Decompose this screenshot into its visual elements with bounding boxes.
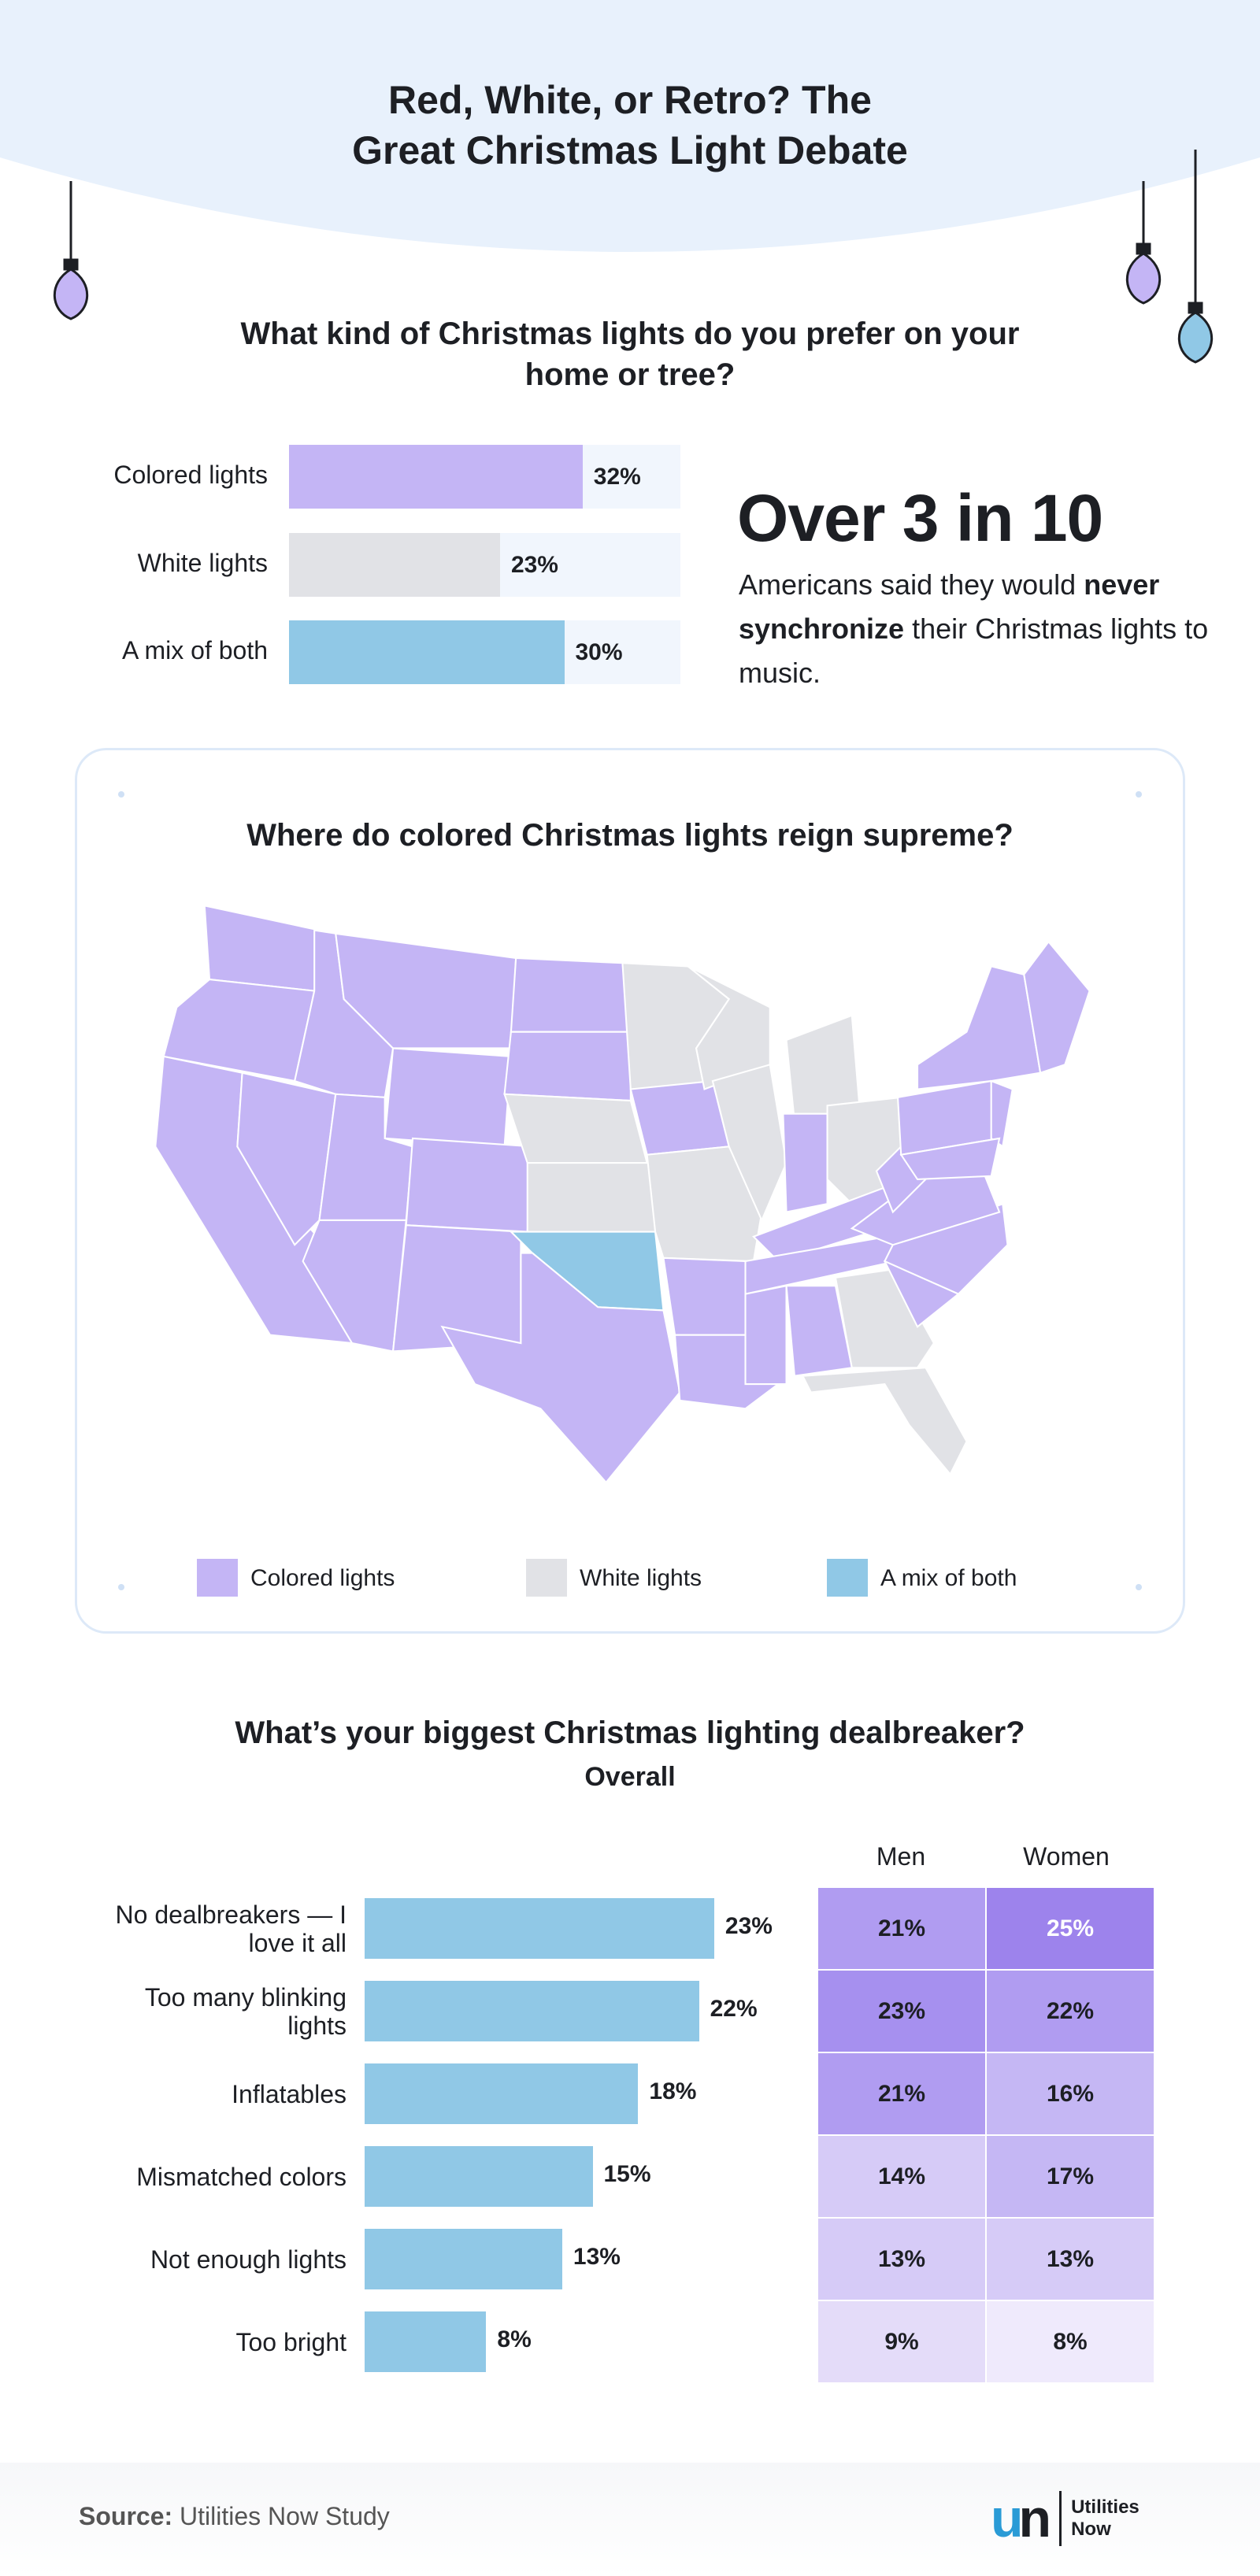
state-ar [662,1257,747,1336]
bar-track: 23% [289,533,680,597]
state-nj [990,1079,1014,1149]
dealbreaker-label: Inflatables [232,2079,346,2108]
heatmap-cell-women: 8% [987,2301,1154,2382]
column-header-women: Women [1023,1842,1110,1871]
bar-label: Colored lights [113,461,268,489]
dealbreaker-value: 13% [573,2244,621,2270]
card-dot [1136,1584,1142,1590]
us-map [154,905,1091,1484]
bar-fill [289,445,583,509]
state-ga [834,1268,936,1369]
dealbreaker-bar [365,1981,699,2041]
bar-track: 30% [289,620,680,684]
dealbreaker-bar [365,2146,593,2207]
legend-label: A mix of both [880,1565,1017,1591]
bar-value: 32% [593,463,641,490]
heatmap-cell-women: 25% [987,1888,1154,1969]
dealbreaker-value: 8% [497,2326,532,2352]
bar-fill [289,533,500,597]
state-ia [629,1079,731,1156]
ornament-icon [53,181,89,320]
footer [0,2463,1260,2576]
state-sd [503,1031,632,1102]
state-or [162,978,316,1083]
state-ny [916,965,1042,1090]
stat-headline: Over 3 in 10 [737,481,1103,555]
heatmap-cell-men: 14% [818,2136,985,2217]
state-ks [526,1162,657,1233]
state-az [302,1219,407,1353]
state-co [405,1137,534,1233]
page-title: Red, White, or Retro? The Great Christma… [352,78,908,172]
q2-title: What’s your biggest Christmas lighting d… [235,1715,1025,1750]
bar-fill [289,620,565,684]
dealbreaker-value: 15% [603,2161,651,2187]
header-background [0,0,1260,252]
ornaments-decoration [53,150,1214,364]
dealbreaker-value: 18% [649,2078,697,2104]
state-mt [335,932,517,1049]
legend-label: Colored lights [250,1565,395,1591]
dealbreaker-label: Too many blinking lights [144,1982,346,2040]
dealbreaker-bar [365,2229,562,2289]
legend-swatch [197,1559,238,1597]
state-tx [440,1252,681,1484]
dealbreaker-bar [365,2311,487,2372]
heatmap-cell-men: 21% [818,2053,985,2134]
bar-label: A mix of both [122,636,268,664]
heatmap-cell-women: 22% [987,1971,1154,2052]
state-nv [236,1071,337,1246]
dealbreaker-value: 22% [710,1996,758,2022]
dealbreaker-bar [365,1898,714,1959]
state-wy [384,1047,513,1148]
dealbreaker-label: Mismatched colors [136,2162,346,2191]
bar-value: 30% [575,638,623,665]
state-in [782,1112,828,1213]
legend-label: White lights [580,1565,702,1591]
dealbreaker-label: No dealbreakers — I love it all [115,1900,346,1957]
legend-swatch [827,1559,868,1597]
state-ms [744,1284,788,1386]
dealbreaker-bar [365,2063,639,2124]
ornament-icon [1125,181,1162,305]
heatmap-cell-men: 23% [818,1971,985,2052]
dealbreaker-label: Too bright [235,2327,346,2356]
bar-label: White lights [137,549,268,577]
legend-swatch [526,1559,567,1597]
state-md [899,1137,1001,1181]
column-header-men: Men [876,1842,926,1871]
state-fl [801,1367,968,1476]
ornament-icon [1177,150,1214,364]
state-ne [503,1093,648,1164]
state-wa [203,905,321,992]
stat-text: Americans said they would never synchron… [739,568,1209,689]
map-card [75,748,1185,1634]
state-il [711,1063,788,1223]
dealbreaker-label: Not enough lights [150,2245,346,2274]
logo-mark-icon: un [991,2489,1051,2548]
bar-track: 32% [289,445,680,509]
q1-title: What kind of Christmas lights do you pre… [240,316,1020,392]
stat-bold: never synchronize [739,568,1160,645]
heatmap-cell-men: 13% [818,2219,985,2300]
source-text: Source: Utilities Now Study [79,2502,390,2530]
card-dot [118,1584,124,1590]
map-title: Where do colored Christmas lights reign … [246,818,1014,853]
heatmap-cell-men: 21% [818,1888,985,1969]
utilities-now-logo: un Utilities Now [991,2489,1140,2548]
state-nd [510,957,632,1033]
card-dot [118,791,124,798]
state-ne_eng [1023,940,1091,1075]
heatmap-cell-women: 13% [987,2219,1154,2300]
heatmap-cell-women: 16% [987,2053,1154,2134]
q2-subtitle: Overall [584,1762,676,1792]
heatmap-cell-men: 9% [818,2301,985,2382]
heatmap-cell-women: 17% [987,2136,1154,2217]
bar-value: 23% [510,551,558,578]
card-dot [1136,791,1142,798]
dealbreaker-value: 23% [724,1913,773,1939]
state-wi [687,965,771,1090]
